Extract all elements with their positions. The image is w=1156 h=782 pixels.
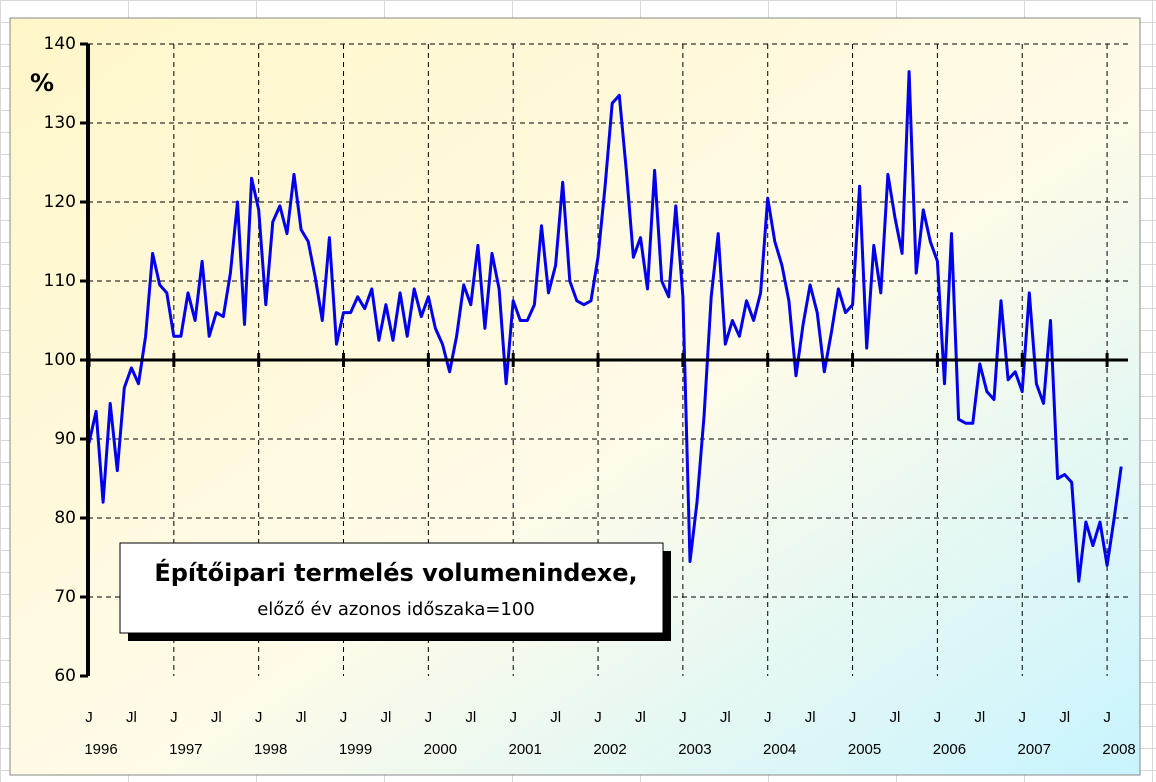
y-tick-label: 60 xyxy=(54,666,76,686)
x-tick-label: Jl xyxy=(890,709,901,726)
y-tick-label: 130 xyxy=(44,113,76,133)
x-year-label: 1996 xyxy=(84,741,117,758)
x-tick-label: Jl xyxy=(550,709,561,726)
annotation-title: Építőipari termelés volumenindexe, xyxy=(154,558,637,587)
x-year-label: 2004 xyxy=(763,741,796,758)
x-tick-label: Jl xyxy=(1059,709,1070,726)
y-tick-label: 110 xyxy=(44,271,76,291)
x-year-label: 2001 xyxy=(509,741,542,758)
y-tick-label: 140 xyxy=(44,34,76,54)
y-tick-label: 70 xyxy=(54,587,76,607)
x-year-label: 1997 xyxy=(169,741,202,758)
x-tick-label: J xyxy=(764,709,772,726)
x-tick-label: J xyxy=(509,709,517,726)
x-tick-label: Jl xyxy=(635,709,646,726)
y-tick-label: 120 xyxy=(44,192,76,212)
x-year-label: 2000 xyxy=(424,741,457,758)
x-tick-label: J xyxy=(679,709,687,726)
x-year-label: 2008 xyxy=(1102,741,1135,758)
x-tick-label: J xyxy=(85,709,93,726)
chart-area xyxy=(9,17,1141,776)
data-line xyxy=(87,70,1123,583)
annotation-box xyxy=(119,542,664,634)
x-tick-label: Jl xyxy=(720,709,731,726)
annotation-subtitle: előző év azonos időszaka=100 xyxy=(257,599,535,620)
x-tick-label: J xyxy=(594,709,602,726)
x-tick-label: J xyxy=(1018,709,1026,726)
x-tick-label: Jl xyxy=(974,709,985,726)
y-tick-label: 80 xyxy=(54,508,76,528)
x-tick-label: J xyxy=(849,709,857,726)
x-year-label: 1998 xyxy=(254,741,287,758)
x-tick-label: Jl xyxy=(296,709,307,726)
x-tick-label: J xyxy=(340,709,348,726)
x-tick-label: J xyxy=(255,709,263,726)
x-tick-label: J xyxy=(1103,709,1111,726)
x-year-label: 2002 xyxy=(593,741,626,758)
x-year-label: 2005 xyxy=(848,741,881,758)
x-year-label: 2007 xyxy=(1018,741,1051,758)
x-year-label: 2003 xyxy=(678,741,711,758)
x-tick-label: J xyxy=(425,709,433,726)
x-tick-label: Jl xyxy=(126,709,137,726)
x-year-label: 1999 xyxy=(339,741,372,758)
x-tick-label: Jl xyxy=(465,709,476,726)
x-tick-label: J xyxy=(934,709,942,726)
y-tick-label: 100 xyxy=(44,350,76,370)
y-tick-label: 90 xyxy=(54,429,76,449)
x-year-label: 2006 xyxy=(933,741,966,758)
x-tick-label: Jl xyxy=(805,709,816,726)
x-tick-label: Jl xyxy=(211,709,222,726)
x-tick-label: Jl xyxy=(381,709,392,726)
x-tick-label: J xyxy=(170,709,178,726)
y-axis-label: % xyxy=(30,69,54,97)
